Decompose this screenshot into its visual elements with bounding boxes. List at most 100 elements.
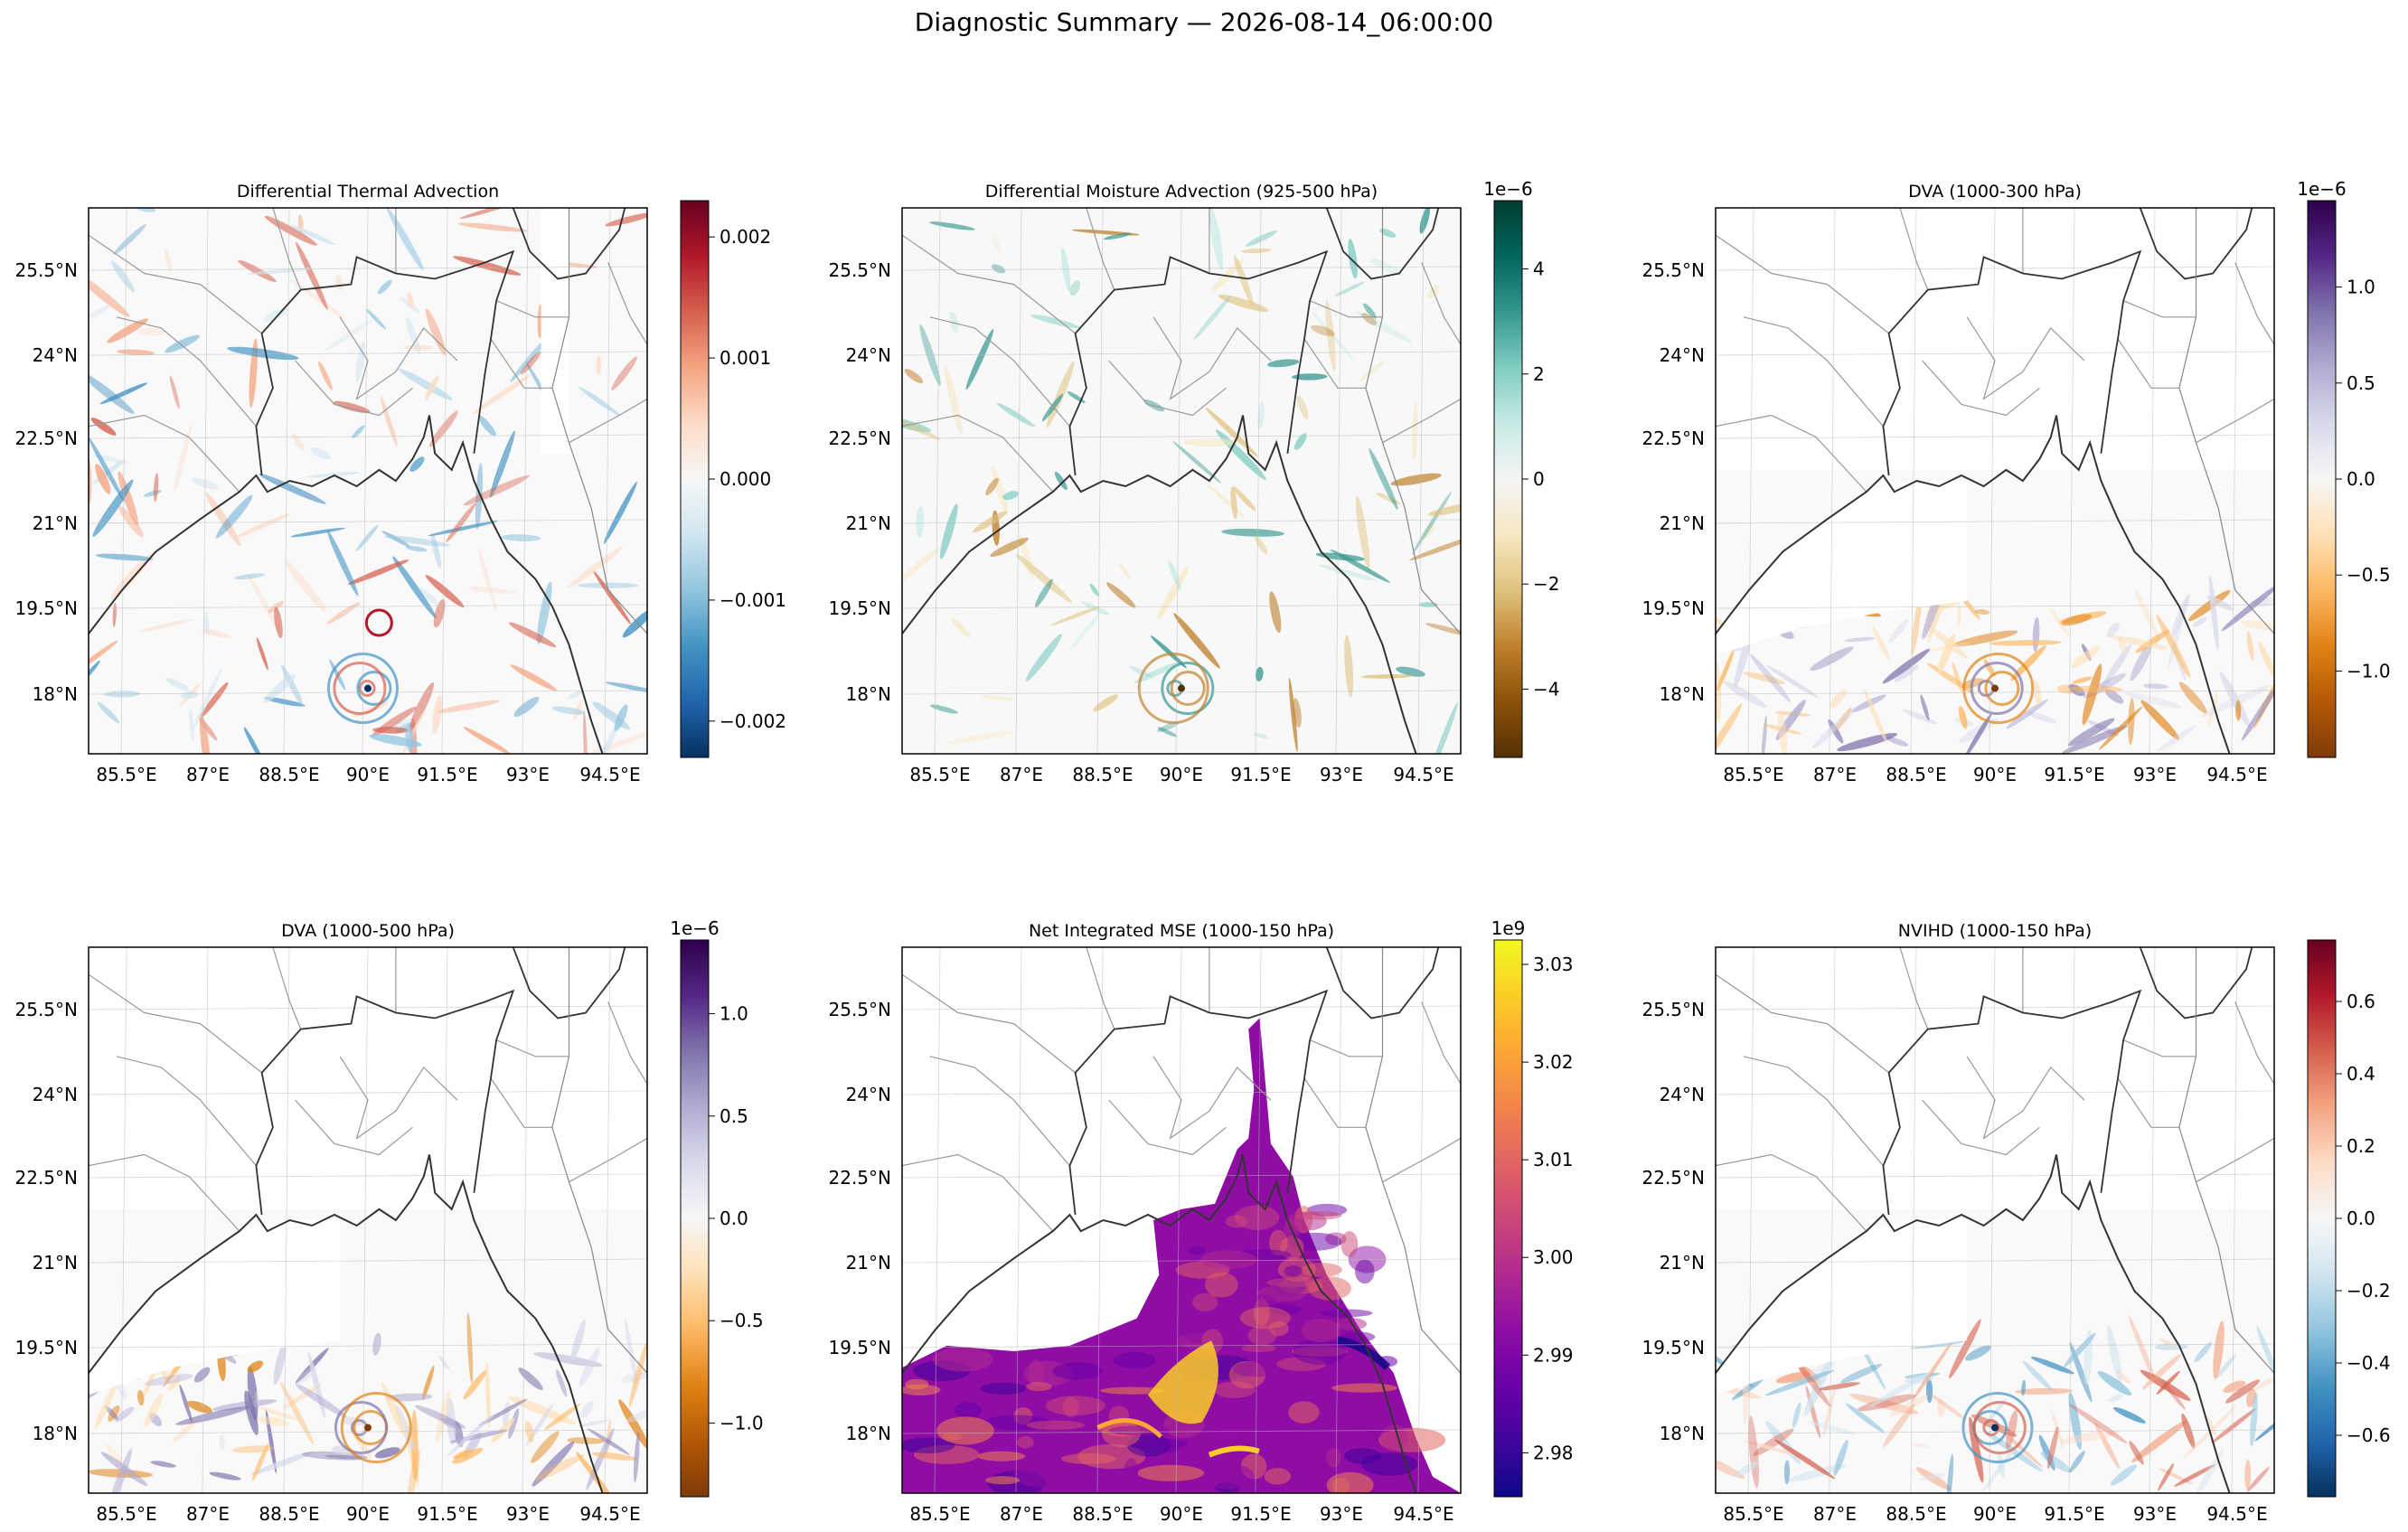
anomaly-streak xyxy=(1359,361,1384,381)
state-boundary xyxy=(1108,360,1227,417)
lon-tick-label: 87°E xyxy=(1813,1503,1857,1525)
state-boundary xyxy=(551,947,647,1374)
anomaly-streak xyxy=(1221,528,1284,537)
anomaly-streak xyxy=(2097,1370,2132,1396)
lon-gridline xyxy=(1747,207,1754,755)
lon-gridline xyxy=(1335,207,1342,755)
anomaly-streak xyxy=(234,573,265,580)
anomaly-streak xyxy=(902,411,941,441)
anomaly-streak xyxy=(1330,549,1390,583)
state-boundary xyxy=(929,1056,1070,1166)
anomaly-streak xyxy=(231,1445,275,1453)
panel-title: DVA (1000-500 hPa) xyxy=(281,921,455,941)
mse-blob xyxy=(1240,1293,1276,1309)
lat-tick-label: 24°N xyxy=(33,344,78,366)
anomaly-streak xyxy=(2129,1441,2144,1465)
colorbar-tick-label: 0.000 xyxy=(720,468,771,490)
anomaly-streak xyxy=(290,527,345,538)
colorbar-tick-label: −1.0 xyxy=(2347,660,2391,681)
lon-gridline xyxy=(1747,946,1754,1494)
anomaly-streak xyxy=(591,1452,637,1461)
lon-gridline xyxy=(1829,946,1836,1494)
colorbar-tick-label: 1.0 xyxy=(720,1003,748,1025)
lon-tick-label: 91.5°E xyxy=(2044,1503,2104,1525)
anomaly-streak xyxy=(2181,1413,2196,1449)
anomaly-streak xyxy=(95,464,111,494)
anomaly-streak xyxy=(578,582,639,588)
mse-blob xyxy=(1380,1424,1409,1452)
anomaly-streak xyxy=(1325,299,1336,371)
mse-blob xyxy=(1108,1425,1172,1436)
state-boundary xyxy=(1716,973,1889,1074)
vortex-core xyxy=(364,684,372,692)
land-mask xyxy=(1716,1220,1968,1396)
lon-tick-label: 87°E xyxy=(186,764,230,785)
anomaly-streak xyxy=(531,1431,560,1463)
anomaly-streak xyxy=(295,1384,347,1418)
anomaly-streak xyxy=(551,706,585,715)
anomaly-streak xyxy=(115,1406,135,1423)
anomaly-streak xyxy=(256,637,268,671)
anomaly-streak xyxy=(463,727,511,754)
state-boundary xyxy=(2196,1137,2274,1183)
lat-gridline xyxy=(901,519,1462,524)
anomaly-streak xyxy=(991,264,1006,274)
anomaly-streak xyxy=(219,1434,225,1451)
mse-blob xyxy=(955,1402,983,1419)
state-boundary xyxy=(929,316,1070,427)
state-boundary xyxy=(2122,300,2196,318)
anomaly-streak xyxy=(2158,1462,2175,1491)
mse-blob xyxy=(1344,1448,1382,1464)
anomaly-streak xyxy=(1334,281,1365,297)
anomaly-streak xyxy=(193,1367,211,1383)
anomaly-streak xyxy=(1783,1460,1791,1485)
land-mask xyxy=(1716,947,2274,1209)
anomaly-streak xyxy=(939,503,958,559)
state-boundary xyxy=(2178,947,2274,1374)
anomaly-streak xyxy=(165,249,172,273)
anomaly-streak xyxy=(2030,1356,2074,1375)
lat-tick-label: 25.5°N xyxy=(15,259,79,281)
country-border xyxy=(1325,208,1440,280)
anomaly-streak xyxy=(510,334,551,383)
anomaly-streak xyxy=(432,694,443,735)
country-border xyxy=(1325,947,1440,1020)
anomaly-streak xyxy=(904,369,924,384)
mse-blob xyxy=(1026,1381,1052,1392)
mse-blob xyxy=(1344,1410,1373,1436)
lon-tick-label: 91.5°E xyxy=(417,764,477,785)
anomaly-streak xyxy=(347,559,409,586)
anomaly-streak xyxy=(1844,636,1876,643)
anomaly-streak xyxy=(1946,1453,1954,1493)
anomaly-streak xyxy=(447,1414,495,1457)
anomaly-streak xyxy=(355,524,379,551)
anomaly-streak xyxy=(2021,1379,2027,1396)
lon-gridline xyxy=(120,946,127,1494)
anomaly-streak xyxy=(1964,1345,1992,1361)
lat-gridline xyxy=(901,1173,1462,1179)
anomaly-streak xyxy=(569,546,623,588)
anomaly-streak xyxy=(501,534,541,541)
lon-tick-label: 90°E xyxy=(1160,764,1203,785)
anomaly-streak xyxy=(1157,565,1190,619)
colorbar-tick-label: −0.2 xyxy=(2347,1280,2391,1302)
data-field xyxy=(902,208,1461,754)
anomaly-streak xyxy=(2128,698,2135,746)
anomaly-streak xyxy=(1431,702,1458,754)
lat-tick-label: 22.5°N xyxy=(829,428,892,449)
lon-tick-label: 93°E xyxy=(2133,764,2177,785)
mse-blob xyxy=(1239,1306,1291,1330)
anomaly-streak xyxy=(325,319,373,352)
anomaly-streak xyxy=(593,570,632,625)
panel-title: NVIHD (1000-150 hPa) xyxy=(1898,921,2092,941)
lon-tick-label: 91.5°E xyxy=(1230,1503,1291,1525)
anomaly-streak xyxy=(2118,636,2128,654)
anomaly-streak xyxy=(234,513,290,539)
anomaly-streak xyxy=(2135,629,2170,653)
state-boundary xyxy=(1966,1056,2085,1140)
anomaly-streak xyxy=(2178,681,2207,714)
anomaly-streak xyxy=(1845,1403,1886,1433)
lon-gridline xyxy=(604,946,611,1494)
lon-tick-label: 88.5°E xyxy=(259,764,319,785)
anomaly-streak xyxy=(2194,1341,2213,1363)
